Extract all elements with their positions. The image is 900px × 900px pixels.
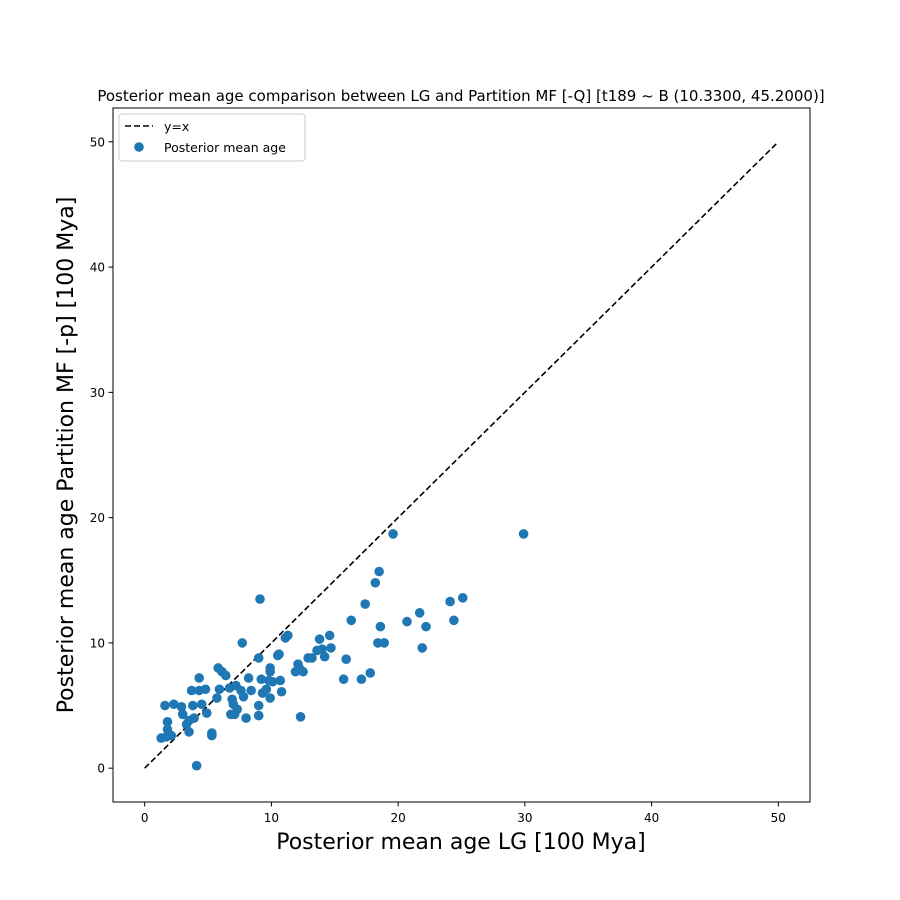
data-point bbox=[237, 638, 248, 648]
data-point bbox=[414, 608, 425, 618]
y-axis-label: Posterior mean age Partition MF [-p] [10… bbox=[54, 197, 79, 714]
data-point bbox=[207, 728, 217, 738]
data-point bbox=[338, 674, 349, 685]
data-point bbox=[374, 566, 384, 577]
series-line-y-equals-x bbox=[144, 141, 779, 769]
data-point bbox=[196, 699, 207, 710]
y-tick-label: 0 bbox=[97, 762, 105, 776]
y-axis: 0 10 20 30 40 50 bbox=[90, 135, 113, 776]
data-point bbox=[379, 638, 389, 648]
data-point bbox=[265, 666, 275, 677]
x-tick-label: 50 bbox=[771, 811, 786, 825]
data-point bbox=[317, 644, 327, 654]
data-point bbox=[298, 666, 308, 677]
data-point bbox=[341, 654, 351, 664]
data-point bbox=[184, 727, 194, 737]
data-point bbox=[232, 704, 242, 715]
chart-title: Posterior mean age comparison between LG… bbox=[97, 87, 824, 105]
data-point bbox=[160, 700, 170, 711]
data-point bbox=[326, 643, 336, 653]
data-point bbox=[255, 594, 265, 604]
data-point bbox=[457, 593, 468, 603]
data-point bbox=[214, 684, 225, 695]
x-tick-label: 40 bbox=[644, 811, 659, 825]
x-tick-label: 10 bbox=[264, 811, 279, 825]
data-point bbox=[449, 615, 459, 626]
data-point bbox=[402, 616, 412, 627]
legend-label-y-equals-x: y=x bbox=[164, 119, 189, 134]
data-point bbox=[176, 701, 187, 712]
data-point bbox=[194, 673, 204, 683]
y-tick-label: 40 bbox=[90, 261, 105, 275]
data-point bbox=[314, 634, 325, 644]
data-point bbox=[186, 685, 197, 696]
x-axis: 0 10 20 30 40 50 bbox=[141, 802, 786, 825]
data-point bbox=[200, 684, 211, 695]
x-tick-label: 20 bbox=[390, 811, 405, 825]
y-tick-label: 20 bbox=[90, 511, 105, 525]
data-point bbox=[253, 653, 264, 663]
x-tick-label: 0 bbox=[141, 811, 149, 825]
data-point bbox=[189, 713, 199, 723]
data-point bbox=[169, 699, 179, 710]
legend-box bbox=[118, 113, 306, 162]
data-point bbox=[388, 529, 398, 539]
x-tick-label: 30 bbox=[517, 811, 532, 825]
y-tick-label: 30 bbox=[90, 386, 105, 400]
y-tick-label: 10 bbox=[90, 636, 105, 650]
data-point bbox=[421, 621, 431, 632]
data-point bbox=[166, 730, 177, 741]
data-point bbox=[275, 675, 286, 686]
data-point bbox=[265, 693, 275, 703]
data-point bbox=[201, 708, 212, 718]
plot-frame bbox=[112, 107, 811, 803]
legend: y=x Posterior mean age bbox=[118, 113, 306, 162]
data-point bbox=[177, 709, 188, 720]
data-point bbox=[360, 599, 370, 609]
data-point bbox=[267, 676, 278, 687]
data-point bbox=[188, 700, 198, 711]
data-point bbox=[365, 668, 376, 678]
data-point bbox=[295, 712, 306, 722]
data-point bbox=[283, 630, 293, 641]
data-point bbox=[243, 673, 254, 683]
data-point bbox=[319, 651, 330, 662]
data-point bbox=[253, 710, 264, 721]
data-point bbox=[162, 717, 173, 727]
data-point bbox=[241, 713, 251, 723]
x-axis-label: Posterior mean age LG [100 Mya] bbox=[276, 830, 646, 855]
data-point bbox=[417, 643, 428, 653]
data-point bbox=[238, 691, 249, 702]
data-point bbox=[370, 577, 381, 588]
data-point bbox=[324, 630, 335, 641]
data-point bbox=[191, 760, 202, 771]
data-point bbox=[518, 529, 529, 539]
data-point bbox=[375, 621, 386, 632]
plot-area bbox=[144, 141, 779, 771]
data-point bbox=[253, 700, 264, 711]
data-point bbox=[445, 596, 455, 607]
data-point bbox=[274, 649, 284, 659]
legend-marker-swatch bbox=[134, 142, 144, 152]
data-point bbox=[346, 615, 357, 626]
y-tick-label: 50 bbox=[90, 135, 105, 149]
data-point bbox=[256, 674, 267, 685]
data-point bbox=[212, 693, 222, 703]
data-point bbox=[307, 653, 317, 663]
data-point bbox=[220, 670, 231, 681]
data-point bbox=[246, 685, 256, 696]
data-point bbox=[356, 674, 367, 685]
data-point bbox=[261, 684, 272, 695]
legend-label-posterior-mean-age: Posterior mean age bbox=[164, 140, 286, 155]
data-point bbox=[276, 686, 287, 697]
